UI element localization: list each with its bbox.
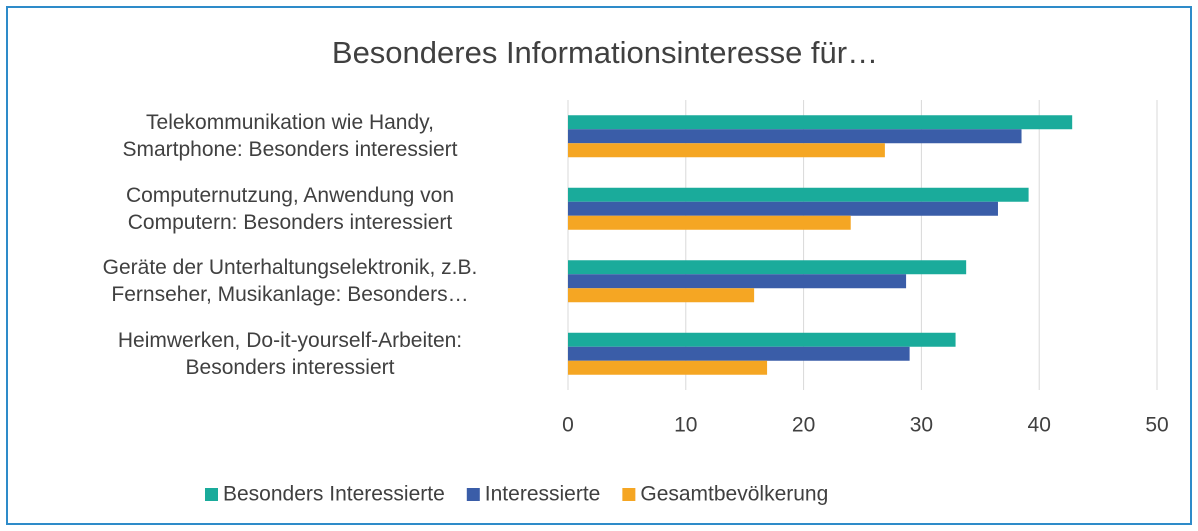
bar — [568, 346, 910, 361]
legend-swatch — [622, 488, 636, 501]
y-tick-label: Computernutzung, Anwendung von Computern… — [125, 183, 455, 234]
x-tick-label: 20 — [792, 414, 815, 437]
bar — [568, 201, 998, 216]
y-tick-label: Geräte der Unterhaltungselektronik, z.B.… — [102, 256, 478, 307]
bar — [568, 143, 885, 158]
x-tick-label: 40 — [1028, 414, 1051, 437]
legend-label: Besonders Interessierte — [223, 483, 445, 506]
legend-label: Interessierte — [485, 483, 601, 506]
bar — [568, 260, 967, 275]
x-tick-label: 30 — [910, 414, 933, 437]
bar — [568, 288, 755, 303]
bar — [568, 115, 1073, 130]
bar — [568, 274, 907, 289]
legend-label: Gesamtbevölkerung — [640, 483, 828, 506]
x-tick-label: 10 — [674, 414, 697, 437]
bar — [568, 187, 1029, 202]
chart-title: Besonderes Informationsinteresse für… — [332, 35, 878, 70]
x-tick-label: 50 — [1145, 414, 1168, 437]
bar — [568, 332, 956, 347]
legend-swatch — [205, 488, 218, 501]
bar — [568, 215, 851, 230]
bar — [568, 129, 1022, 144]
legend-swatch — [466, 488, 480, 501]
y-tick-label: Heimwerken, Do-it-yourself-Arbeiten: Bes… — [117, 328, 463, 379]
y-tick-label: Telekommunikation wie Handy, Smartphone:… — [122, 111, 458, 162]
x-tick-label: 0 — [562, 414, 574, 437]
bar — [568, 360, 768, 375]
